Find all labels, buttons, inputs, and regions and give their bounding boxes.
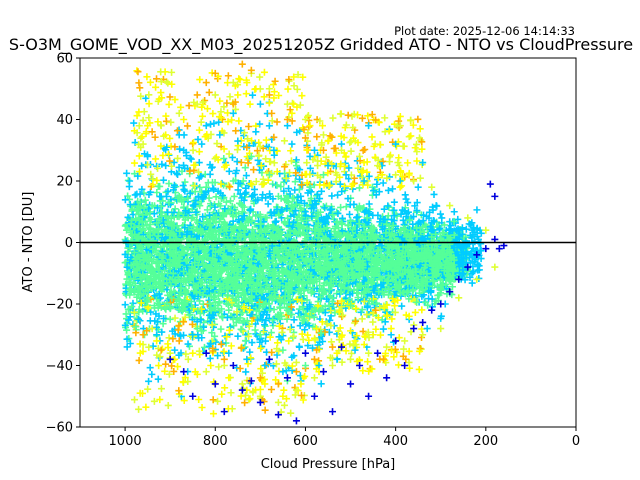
- scatter-point: [355, 184, 363, 192]
- scatter-point: [430, 190, 438, 198]
- scatter-point: [242, 172, 250, 180]
- scatter-points: [121, 60, 508, 425]
- scatter-point: [156, 182, 164, 190]
- scatter-point: [283, 197, 291, 205]
- scatter-point: [143, 221, 151, 229]
- scatter-point: [290, 195, 298, 203]
- chart-title: S-O3M_GOME_VOD_XX_M03_20251205Z Gridded …: [9, 35, 633, 55]
- scatter-point: [165, 180, 173, 188]
- scatter-point: [124, 192, 132, 200]
- scatter-point: [342, 203, 350, 211]
- scatter-point: [196, 297, 204, 305]
- scatter-point: [345, 221, 353, 229]
- scatter-point: [217, 325, 225, 333]
- scatter-point: [333, 208, 341, 216]
- scatter-point: [211, 179, 219, 187]
- scatter-point: [309, 344, 317, 352]
- scatter-point: [319, 203, 327, 211]
- scatter-point: [171, 205, 179, 213]
- scatter-point: [291, 178, 299, 186]
- scatter-point: [149, 342, 157, 350]
- scatter-point: [200, 343, 208, 351]
- plot-date-label: Plot date: 2025-12-06 14:14:33: [394, 24, 575, 38]
- scatter-point: [222, 198, 230, 206]
- scatter-point: [267, 329, 275, 337]
- scatter-point: [369, 183, 377, 191]
- scatter-point: [344, 195, 352, 203]
- scatter-point: [261, 214, 269, 222]
- scatter-point: [356, 205, 364, 213]
- scatter-point: [272, 259, 280, 267]
- scatter-point: [208, 329, 216, 337]
- scatter-point: [215, 218, 223, 226]
- scatter-point: [226, 197, 234, 205]
- scatter-point: [205, 194, 213, 202]
- scatter-point: [390, 198, 398, 206]
- scatter-point: [269, 180, 277, 188]
- scatter-point: [385, 203, 393, 211]
- scatter-point: [220, 155, 228, 163]
- scatter-point: [217, 305, 225, 313]
- scatter-point: [302, 320, 310, 328]
- scatter-point: [295, 305, 303, 313]
- scatter-point: [153, 188, 161, 196]
- scatter-point: [230, 192, 238, 200]
- scatter-point: [277, 183, 285, 191]
- scatter-point: [140, 189, 148, 197]
- scatter-point: [336, 180, 344, 188]
- scatter-point: [249, 91, 257, 99]
- scatter-point: [241, 164, 249, 172]
- scatter-point: [291, 186, 299, 194]
- scatter-point: [181, 223, 189, 231]
- scatter-point: [454, 215, 462, 223]
- scatter-point: [134, 172, 142, 180]
- scatter-point: [234, 186, 242, 194]
- scatter-point: [196, 183, 204, 191]
- scatter-point: [300, 207, 308, 215]
- scatter-point: [230, 322, 238, 330]
- scatter-point: [124, 271, 132, 279]
- scatter-point: [277, 336, 285, 344]
